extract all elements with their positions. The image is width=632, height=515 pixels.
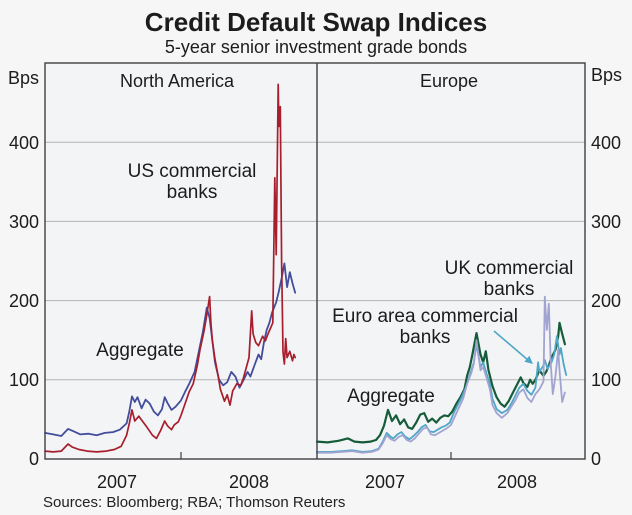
y-tick-right-0: 0 xyxy=(591,449,601,469)
series-label-euro-area-commercial-banks-line2: banks xyxy=(400,327,451,348)
y-tick-right-300: 300 xyxy=(591,212,621,232)
y-tick-left-200: 200 xyxy=(9,291,39,311)
y-tick-left-400: 400 xyxy=(9,133,39,153)
series-label-us-commercial-banks-line2: banks xyxy=(167,182,218,203)
y-tick-left-100: 100 xyxy=(9,370,39,390)
series-label-aggregate: Aggregate xyxy=(347,386,435,407)
x-year-right-2008: 2008 xyxy=(497,472,537,492)
series-uk-commercial-banks xyxy=(316,295,566,454)
panel-title-north-america: North America xyxy=(120,71,235,91)
source-note: Sources: Bloomberg; RBA; Thomson Reuters xyxy=(43,494,345,511)
series-aggregate xyxy=(44,262,297,437)
chart-title: Credit Default Swap Indices xyxy=(145,7,487,37)
series-label-uk-commercial-banks-line2: banks xyxy=(484,279,535,300)
y-axis-unit-left: Bps xyxy=(8,68,39,88)
series-label-aggregate: Aggregate xyxy=(96,340,184,361)
y-tick-right-100: 100 xyxy=(591,370,621,390)
series-label-uk-commercial-banks-line1: UK commercial xyxy=(445,258,574,279)
chart-subtitle: 5-year senior investment grade bonds xyxy=(165,37,467,57)
y-tick-right-400: 400 xyxy=(591,133,621,153)
x-year-right-2007: 2007 xyxy=(365,472,405,492)
series-label-euro-area-commercial-banks-line1: Euro area commercial xyxy=(332,306,518,327)
panel-title-europe: Europe xyxy=(420,71,478,91)
y-axis-unit-right: Bps xyxy=(591,65,622,85)
y-tick-left-300: 300 xyxy=(9,212,39,232)
series-label-us-commercial-banks-line1: US commercial xyxy=(128,161,257,182)
euro-area-banks-arrow-icon xyxy=(493,330,533,364)
y-tick-right-200: 200 xyxy=(591,291,621,311)
y-tick-left-0: 0 xyxy=(29,449,39,469)
series-us-commercial-banks xyxy=(44,83,297,453)
x-year-left-2008: 2008 xyxy=(229,472,269,492)
x-year-left-2007: 2007 xyxy=(97,472,137,492)
